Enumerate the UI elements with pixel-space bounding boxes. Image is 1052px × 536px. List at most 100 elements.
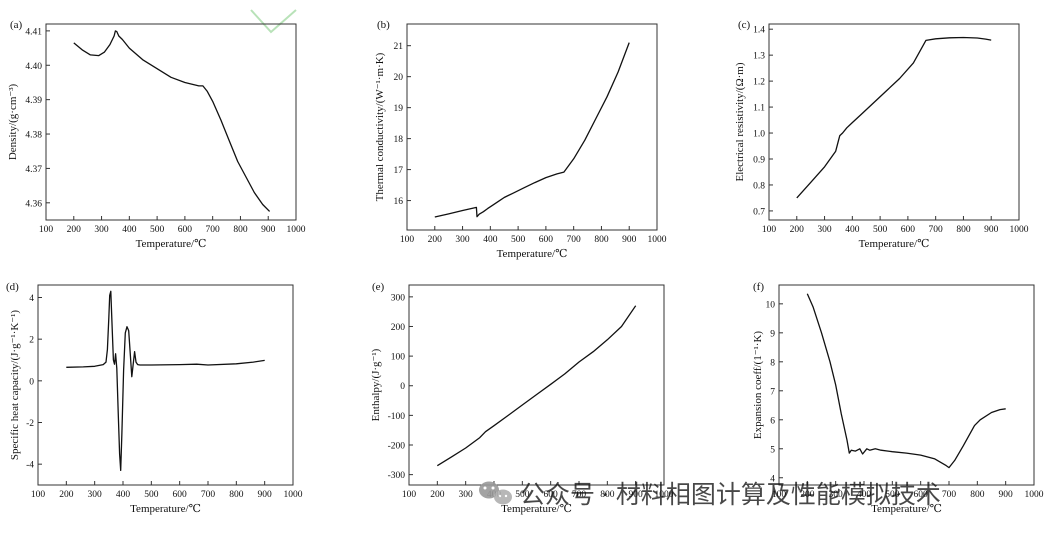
y-tick-label-09: 0.9	[753, 155, 765, 165]
y-tick-label-16: 16	[394, 197, 404, 207]
x-tick-label-300: 300	[88, 490, 103, 500]
y-axis-label: Thermal conductivity/(W⁻¹·m·K)	[374, 52, 386, 201]
watermark-text: 公众号 · 材料相图计算及性能模拟技术	[520, 481, 941, 509]
y-tick-label-14: 1.4	[753, 26, 765, 36]
x-tick-label-400: 400	[116, 490, 131, 500]
y-tick-label-17: 17	[394, 166, 404, 176]
y-tick-label-4: 4	[770, 474, 775, 484]
y-tick-label-08: 0.8	[753, 181, 765, 191]
y-tick-label-100: 100	[391, 353, 406, 363]
panel-label: (b)	[377, 19, 390, 31]
y-tick-label-12: 1.2	[753, 78, 765, 88]
x-tick-label-900: 900	[258, 490, 273, 500]
y-tick-label-1: 1.0	[753, 130, 765, 140]
x-tick-label-800: 800	[956, 225, 971, 235]
chart-panel-f: 100 200 300 400 500 600 700 800 900 1000 4 5 6 7 8 9 10 T…	[752, 281, 1044, 515]
x-tick-label-600: 600	[178, 225, 193, 235]
y-tick-label-21: 21	[394, 42, 404, 52]
chart-panel-b: 100 200 300 400 500 600 700 800 900 1000 16 17 18 19 2…	[374, 19, 667, 260]
y-tick-label-_200: -200	[388, 442, 406, 452]
plot-frame	[37, 284, 294, 486]
x-tick-label-200: 200	[800, 490, 815, 500]
chart-panel-c: 100 200 300 400 500 600 700 800 900 1000 0.7 0.8 0.9…	[734, 19, 1029, 250]
x-tick-label-800: 800	[233, 225, 248, 235]
y-tick-label-_4: -4	[26, 461, 34, 471]
y-axis-label: Density/(g·cm⁻³)	[7, 84, 19, 161]
x-tick-label-500: 500	[873, 225, 888, 235]
y-tick-label-7: 7	[770, 387, 775, 397]
plot-frame	[408, 284, 665, 486]
x-tick-label-900: 900	[999, 490, 1014, 500]
x-tick-label-1000: 1000	[287, 225, 306, 235]
y-tick-label-438: 4.38	[25, 131, 42, 141]
x-tick-label-700: 700	[201, 490, 216, 500]
panel-label: (c)	[738, 19, 751, 31]
x-tick-label-700: 700	[942, 490, 957, 500]
panel-label: (f)	[753, 281, 764, 293]
x-tick-label-500: 500	[144, 490, 159, 500]
plot-frame	[406, 23, 658, 231]
x-tick-label-100: 100	[762, 225, 777, 235]
x-tick-label-900: 900	[622, 235, 637, 245]
y-tick-label-19: 19	[394, 104, 404, 114]
chart-panel-e: 1002003004005006007008009001000-300-200-…	[370, 281, 674, 515]
x-tick-label-600: 600	[539, 235, 554, 245]
y-axis-label: Specific heat capacity/(J·g⁻¹·K⁻¹)	[9, 310, 21, 460]
y-tick-label-_300: -300	[388, 471, 406, 481]
x-tick-label-200: 200	[67, 225, 82, 235]
x-tick-label-600: 600	[914, 490, 929, 500]
x-tick-label-800: 800	[229, 490, 244, 500]
y-tick-label-_2: -2	[26, 419, 34, 429]
wechat-official-account-icon	[479, 481, 512, 505]
x-tick-label-300: 300	[94, 225, 109, 235]
y-tick-label-_100: -100	[388, 412, 406, 422]
x-tick-label-600: 600	[173, 490, 188, 500]
series-line	[436, 305, 637, 467]
x-tick-label-100: 100	[31, 490, 46, 500]
y-tick-label-0: 0	[29, 377, 34, 387]
x-tick-label-700: 700	[572, 490, 587, 500]
x-axis-label: Temperature/℃	[859, 238, 930, 250]
watermark-check-icon	[250, 9, 297, 34]
x-axis-label: Temperature/℃	[136, 238, 207, 250]
y-tick-label-8: 8	[770, 358, 775, 368]
chart-panel-a: 100 200 300 400 500 600 700 800 900 1000 4.36 4.37 4…	[7, 19, 306, 250]
watermark: 公众号 · 材料相图计算及性能模拟技术	[479, 481, 941, 509]
y-tick-label-200: 200	[391, 323, 406, 333]
x-tick-label-900: 900	[984, 225, 999, 235]
x-tick-label-500: 500	[511, 235, 526, 245]
y-axis-label: Electrical resistivity/(Ω·m)	[734, 62, 746, 181]
plot-frame	[45, 23, 297, 221]
x-tick-label-1000: 1000	[1010, 225, 1029, 235]
x-tick-label-600: 600	[544, 490, 559, 500]
x-tick-label-300: 300	[829, 490, 844, 500]
x-tick-label-400: 400	[122, 225, 137, 235]
x-tick-label-200: 200	[428, 235, 443, 245]
panel-label: (e)	[372, 281, 385, 293]
plot-frame	[768, 23, 1020, 221]
y-tick-label-20: 20	[394, 73, 404, 83]
x-tick-label-400: 400	[483, 235, 498, 245]
x-tick-label-100: 100	[402, 490, 417, 500]
x-tick-label-500: 500	[150, 225, 165, 235]
y-axis-label: Expansion coeff/(1⁻¹·K)	[752, 331, 764, 440]
x-tick-label-700: 700	[567, 235, 582, 245]
y-tick-label-2: 2	[29, 336, 34, 346]
x-tick-label-200: 200	[790, 225, 805, 235]
x-tick-label-800: 800	[594, 235, 609, 245]
x-tick-label-200: 200	[430, 490, 445, 500]
x-axis-label: Temperature/℃	[130, 503, 201, 515]
chart-panel-d: 100 200 300 400 500 600 700 800 900 1000 -4 -2 0 2 4 Te…	[6, 281, 303, 515]
x-tick-label-400: 400	[857, 490, 872, 500]
panel-label: (a)	[10, 19, 23, 31]
y-tick-label-13: 1.3	[753, 52, 765, 62]
x-tick-label-500: 500	[885, 490, 900, 500]
y-tick-label-10: 10	[766, 300, 776, 310]
x-tick-label-900: 900	[629, 490, 644, 500]
y-tick-label-11: 1.1	[753, 104, 765, 114]
x-tick-label-800: 800	[970, 490, 985, 500]
series-line	[434, 42, 630, 218]
x-tick-label-700: 700	[206, 225, 221, 235]
y-tick-label-9: 9	[770, 329, 775, 339]
